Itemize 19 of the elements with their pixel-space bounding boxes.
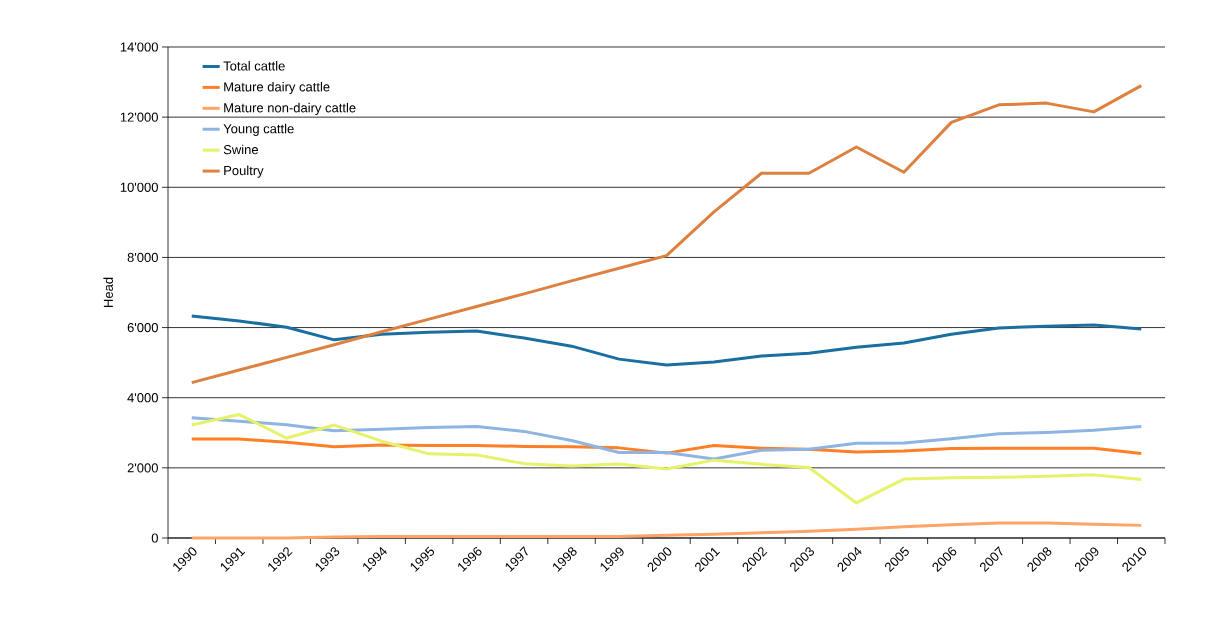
y-tick-label: 6'000 — [127, 322, 158, 333]
line-series — [190, 416, 1143, 461]
legend-label: Mature non-dairy cattle — [224, 102, 356, 115]
legend-label: Mature dairy cattle — [224, 81, 330, 95]
legend-label: Total cattle — [223, 61, 285, 71]
line-series — [190, 413, 1143, 505]
y-tick-label: 14'000 — [120, 42, 158, 52]
y-axis-title: Head — [103, 277, 113, 307]
line-series — [190, 84, 1143, 385]
y-tick-label: 0 — [151, 533, 158, 543]
legend-label: Young cattle — [223, 123, 294, 136]
legend-label: Poultry — [224, 165, 264, 178]
legend-label: Swine — [223, 144, 258, 155]
y-tick-label: 10'000 — [120, 182, 158, 192]
y-tick-label: 12'000 — [120, 112, 158, 122]
y-tick-label: 8'000 — [127, 252, 158, 263]
line-series — [190, 314, 1143, 367]
y-tick-label: 4'000 — [127, 393, 158, 403]
y-tick-label: 2'000 — [127, 463, 158, 473]
